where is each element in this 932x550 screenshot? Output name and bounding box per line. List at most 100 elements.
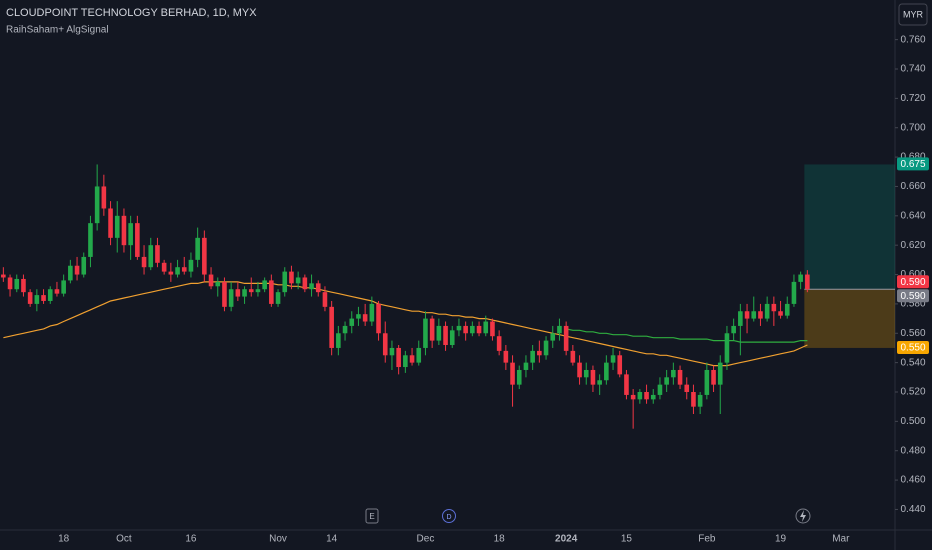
candle-body xyxy=(805,274,810,290)
candle-body xyxy=(208,274,214,287)
candle-body xyxy=(644,391,649,400)
candle-body xyxy=(61,280,66,294)
x-tick-label: 15 xyxy=(621,534,633,545)
y-tick-label: 0.740 xyxy=(900,64,925,75)
event-icon[interactable] xyxy=(442,509,456,523)
x-tick-label: 14 xyxy=(326,534,338,545)
candle-body xyxy=(329,306,334,348)
candle-body xyxy=(778,311,783,316)
candle-body xyxy=(704,369,710,395)
y-tick-label: 0.560 xyxy=(900,328,925,339)
candle-body xyxy=(161,262,167,272)
y-tick-label: 0.580 xyxy=(900,299,925,310)
x-tick-label: 18 xyxy=(58,534,70,545)
currency-box[interactable] xyxy=(898,3,928,26)
candle-body xyxy=(155,245,160,263)
candle-body xyxy=(202,237,207,275)
candle-body xyxy=(436,325,442,341)
candle-body xyxy=(731,325,736,334)
flash-icon[interactable] xyxy=(795,508,811,524)
candle-body xyxy=(543,340,549,356)
candle-body xyxy=(764,303,770,319)
y-tick-label: 0.720 xyxy=(900,93,925,104)
y-tick-label: 0.460 xyxy=(900,475,925,486)
candle-body xyxy=(751,311,757,319)
event-icon[interactable] xyxy=(365,508,379,524)
candle-body xyxy=(349,318,355,326)
event-label: D xyxy=(446,514,451,521)
candle-body xyxy=(416,347,422,363)
x-tick-label: 2024 xyxy=(555,534,578,545)
candle-body xyxy=(269,280,274,304)
candle-body xyxy=(771,303,777,312)
candle-body xyxy=(275,292,281,304)
candle-body xyxy=(516,369,522,385)
price-badge xyxy=(897,275,929,289)
candle-body xyxy=(550,333,556,341)
candle-body xyxy=(483,321,489,334)
candle-body xyxy=(563,325,569,351)
candle-body xyxy=(175,267,180,275)
x-tick-label: 19 xyxy=(775,534,787,545)
y-tick-label: 0.680 xyxy=(900,152,925,163)
candle-body xyxy=(389,347,395,356)
flash-glyph xyxy=(800,510,806,522)
candle-body xyxy=(583,369,589,378)
candle-body xyxy=(135,223,140,257)
candle-body xyxy=(409,355,415,363)
candle-body xyxy=(14,278,20,290)
candle-body xyxy=(7,277,13,290)
candle-body xyxy=(496,336,502,351)
candle-body xyxy=(684,384,690,392)
x-tick-label: Oct xyxy=(116,534,132,545)
price-badge xyxy=(897,157,929,171)
candle-body xyxy=(108,208,113,238)
candle-body xyxy=(697,394,703,407)
candle-body xyxy=(54,289,60,294)
candle-body xyxy=(342,325,348,334)
candle-body xyxy=(21,278,26,293)
candle-body xyxy=(671,369,676,378)
candle-body xyxy=(362,314,368,322)
candle-body xyxy=(101,186,107,209)
currency: MYR xyxy=(903,9,924,19)
candle-body xyxy=(624,374,629,395)
x-tick-label: Dec xyxy=(417,534,435,545)
candle-body xyxy=(657,384,663,395)
x-tick-label: 16 xyxy=(185,534,197,545)
candle-body xyxy=(336,333,341,348)
candle-body xyxy=(215,281,221,287)
candle-body xyxy=(510,362,515,385)
candle-body xyxy=(650,394,656,400)
price-badge xyxy=(897,289,929,303)
x-tick-label: Nov xyxy=(269,534,287,545)
candle-body xyxy=(630,394,636,400)
candle-body xyxy=(711,369,716,385)
candle-body xyxy=(717,362,723,385)
moving-average xyxy=(565,328,808,343)
candle-body xyxy=(27,292,33,304)
price-badge-label: 0.590 xyxy=(900,291,925,302)
candle-body xyxy=(68,265,73,281)
candle-body xyxy=(456,325,462,331)
x-tick-label: Feb xyxy=(698,534,716,545)
candle-body xyxy=(523,362,529,370)
x-tick-label: 18 xyxy=(494,534,506,545)
y-tick-label: 0.660 xyxy=(900,181,925,192)
target-zone xyxy=(804,164,895,290)
candle-body xyxy=(604,362,609,381)
candle-body xyxy=(382,333,388,356)
candle-body xyxy=(449,330,455,346)
candle-body xyxy=(376,303,381,334)
candle-body xyxy=(228,289,234,307)
price-badge-label: 0.550 xyxy=(900,343,925,354)
candle-body xyxy=(724,333,730,363)
candle-body xyxy=(784,303,790,316)
candle-body xyxy=(637,391,643,400)
event-label: E xyxy=(369,512,374,521)
candle-body xyxy=(664,377,669,385)
candle-body xyxy=(248,289,254,293)
